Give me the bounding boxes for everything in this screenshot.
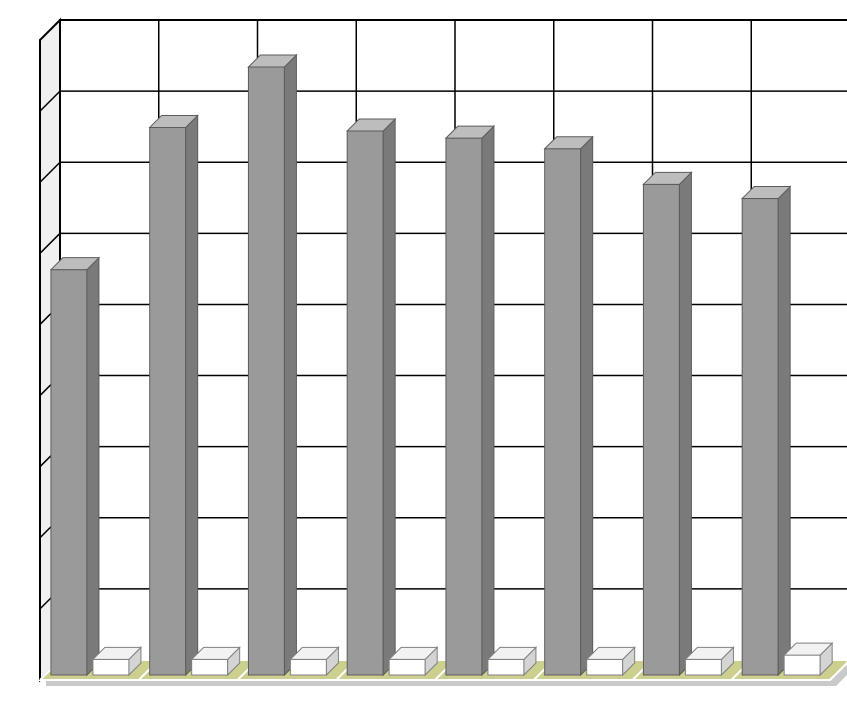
bar-chart-3d xyxy=(0,0,847,713)
